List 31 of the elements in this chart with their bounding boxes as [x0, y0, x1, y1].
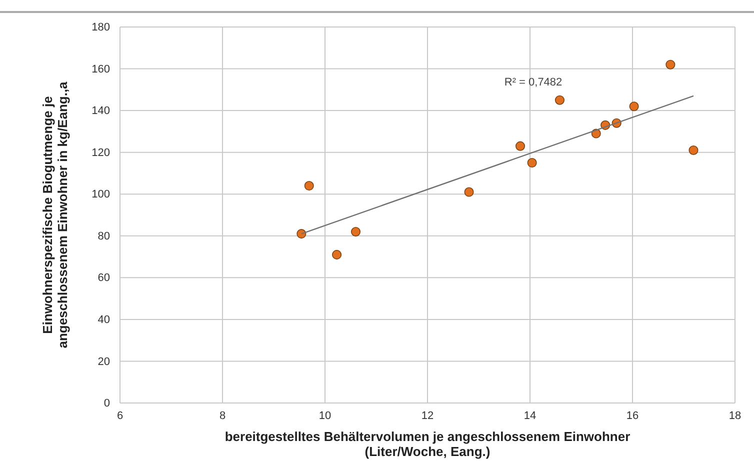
y-tick-label: 0 — [104, 398, 110, 410]
y-tick-label: 80 — [98, 230, 110, 242]
point — [464, 187, 474, 197]
y-tick-label: 120 — [92, 146, 110, 159]
point — [350, 226, 361, 236]
annotation: R² = 0,7482 — [504, 76, 562, 88]
point — [515, 141, 526, 151]
x-tick-label: 16 — [626, 410, 639, 422]
point — [296, 229, 306, 239]
y-axis-title: Einwohnerspezifische Biogutmenge je angeschlossenem Einwohner in kg/Eang.,a — [40, 80, 70, 348]
point — [527, 158, 537, 168]
x-tick-label: 8 — [219, 410, 226, 422]
point — [554, 95, 564, 105]
y-tick-label: 60 — [98, 272, 110, 284]
point — [332, 250, 342, 260]
y-tick-label: 40 — [98, 314, 110, 326]
x-axis-title: bereitgestelltes Behältervolumen je angeschlossenem Einwohner (Liter/Woche, Eang.) — [224, 429, 630, 459]
x-tick-label: 10 — [318, 410, 332, 422]
y-tick-label: 100 — [92, 188, 110, 201]
x-tick-label: 6 — [116, 410, 124, 422]
x-tick-label: 12 — [421, 410, 434, 422]
point — [688, 145, 698, 156]
y-tick-label: 180 — [92, 22, 110, 34]
y-tick-label: 160 — [92, 63, 110, 76]
y-tick-label: 20 — [98, 356, 110, 368]
point — [666, 60, 676, 70]
x-tick-label: 18 — [728, 410, 742, 422]
point — [304, 180, 314, 191]
point — [629, 102, 639, 112]
x-tick-label: 14 — [524, 410, 536, 422]
y-tick-label: 140 — [92, 105, 110, 118]
